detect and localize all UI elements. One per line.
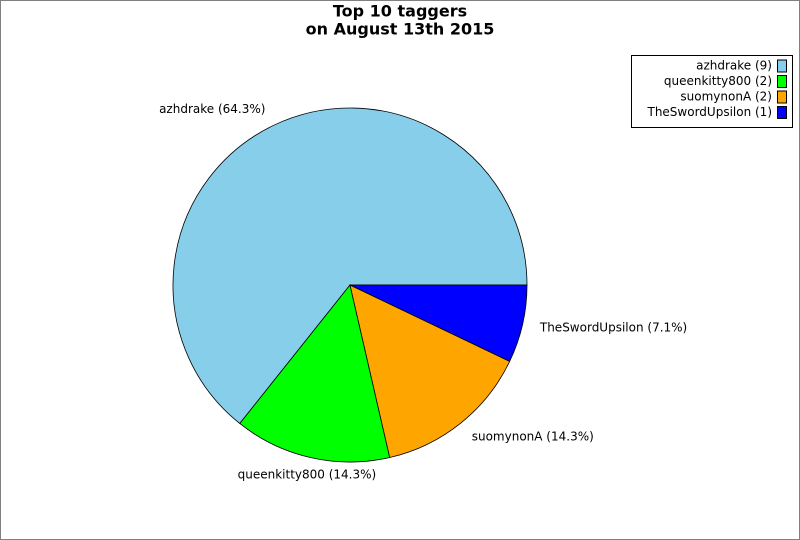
slice-label: azhdrake (64.3%) [159,102,265,116]
pie-slice [349,284,511,458]
legend-swatch [777,59,787,73]
legend-box [631,55,793,128]
legend-label: suomynonA (2) [680,90,772,104]
pie-slice [172,107,528,425]
legend-label: TheSwordUpsilon (1) [646,105,772,119]
slice-label: queenkitty800 (14.3%) [238,467,377,481]
chart-title: Top 10 taggers [333,2,467,21]
legend-label: azhdrake (9) [696,59,772,73]
chart-subtitle: on August 13th 2015 [306,20,495,39]
slice-label: TheSwordUpsilon (7.1%) [539,321,687,335]
legend-swatch [777,75,787,88]
legend-label: queenkitty800 (2) [664,74,772,88]
slice-label: suomynonA (14.3%) [472,429,594,443]
legend-swatch [777,106,787,119]
pie-slice [239,284,391,463]
pie-slice [349,284,528,362]
legend-swatch [777,90,787,104]
